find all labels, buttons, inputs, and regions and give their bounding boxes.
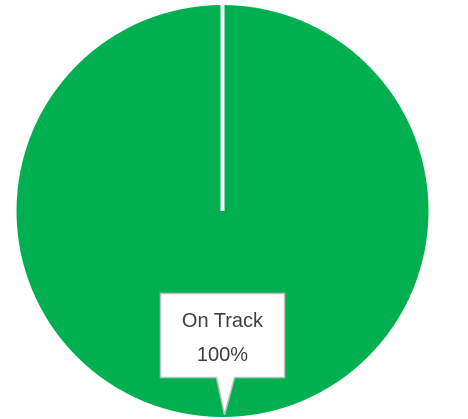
pie [16,5,429,417]
data-labels: On Track 100% [159,292,286,416]
value-label: 100% [197,344,248,366]
label-callout [159,292,286,416]
category-label: On Track [182,310,264,332]
